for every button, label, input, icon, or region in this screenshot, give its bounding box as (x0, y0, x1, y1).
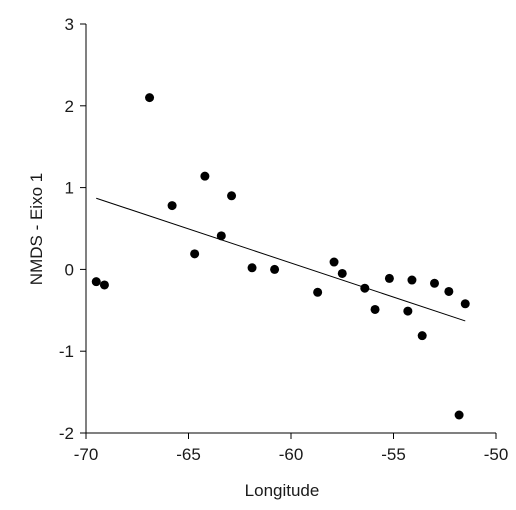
data-points (91, 93, 470, 420)
data-point (360, 283, 370, 293)
y-tick-label: -2 (59, 424, 74, 443)
data-point (403, 306, 413, 316)
data-point (145, 93, 155, 103)
data-point (384, 273, 394, 283)
x-tick-label: -70 (74, 445, 99, 464)
data-point (227, 191, 237, 201)
x-tick-label: -50 (484, 445, 509, 464)
data-point (454, 410, 464, 420)
y-axis-title: NMDS - Eixo 1 (27, 173, 46, 285)
data-point (460, 299, 470, 309)
data-point (417, 331, 427, 341)
x-tick-label: -55 (381, 445, 406, 464)
data-point (91, 277, 101, 287)
data-point (444, 286, 454, 296)
regression-line (96, 197, 466, 322)
y-tick-label: 3 (65, 15, 74, 34)
axes (85, 24, 496, 434)
data-point (247, 263, 257, 273)
x-axis-title: Longitude (245, 481, 320, 500)
data-point (370, 304, 380, 314)
y-tick-label: -1 (59, 342, 74, 361)
data-point (270, 264, 280, 274)
y-tick-label: 2 (65, 97, 74, 116)
y-tick-label: 1 (65, 179, 74, 198)
y-tick-label: 0 (65, 260, 74, 279)
data-point (216, 231, 226, 241)
x-tick-label: -65 (176, 445, 201, 464)
data-point (337, 268, 347, 278)
data-point (313, 287, 323, 297)
x-tick-label: -60 (279, 445, 304, 464)
data-point (99, 280, 109, 290)
ticks (80, 23, 497, 439)
data-point (430, 278, 439, 288)
data-point (200, 171, 210, 181)
data-point (407, 275, 417, 285)
data-point (329, 257, 339, 267)
data-point (190, 249, 200, 259)
tick-labels: -70 -65 -60 -55 -50 -2 -1 0 1 2 3 (59, 15, 508, 464)
data-point (167, 201, 177, 211)
